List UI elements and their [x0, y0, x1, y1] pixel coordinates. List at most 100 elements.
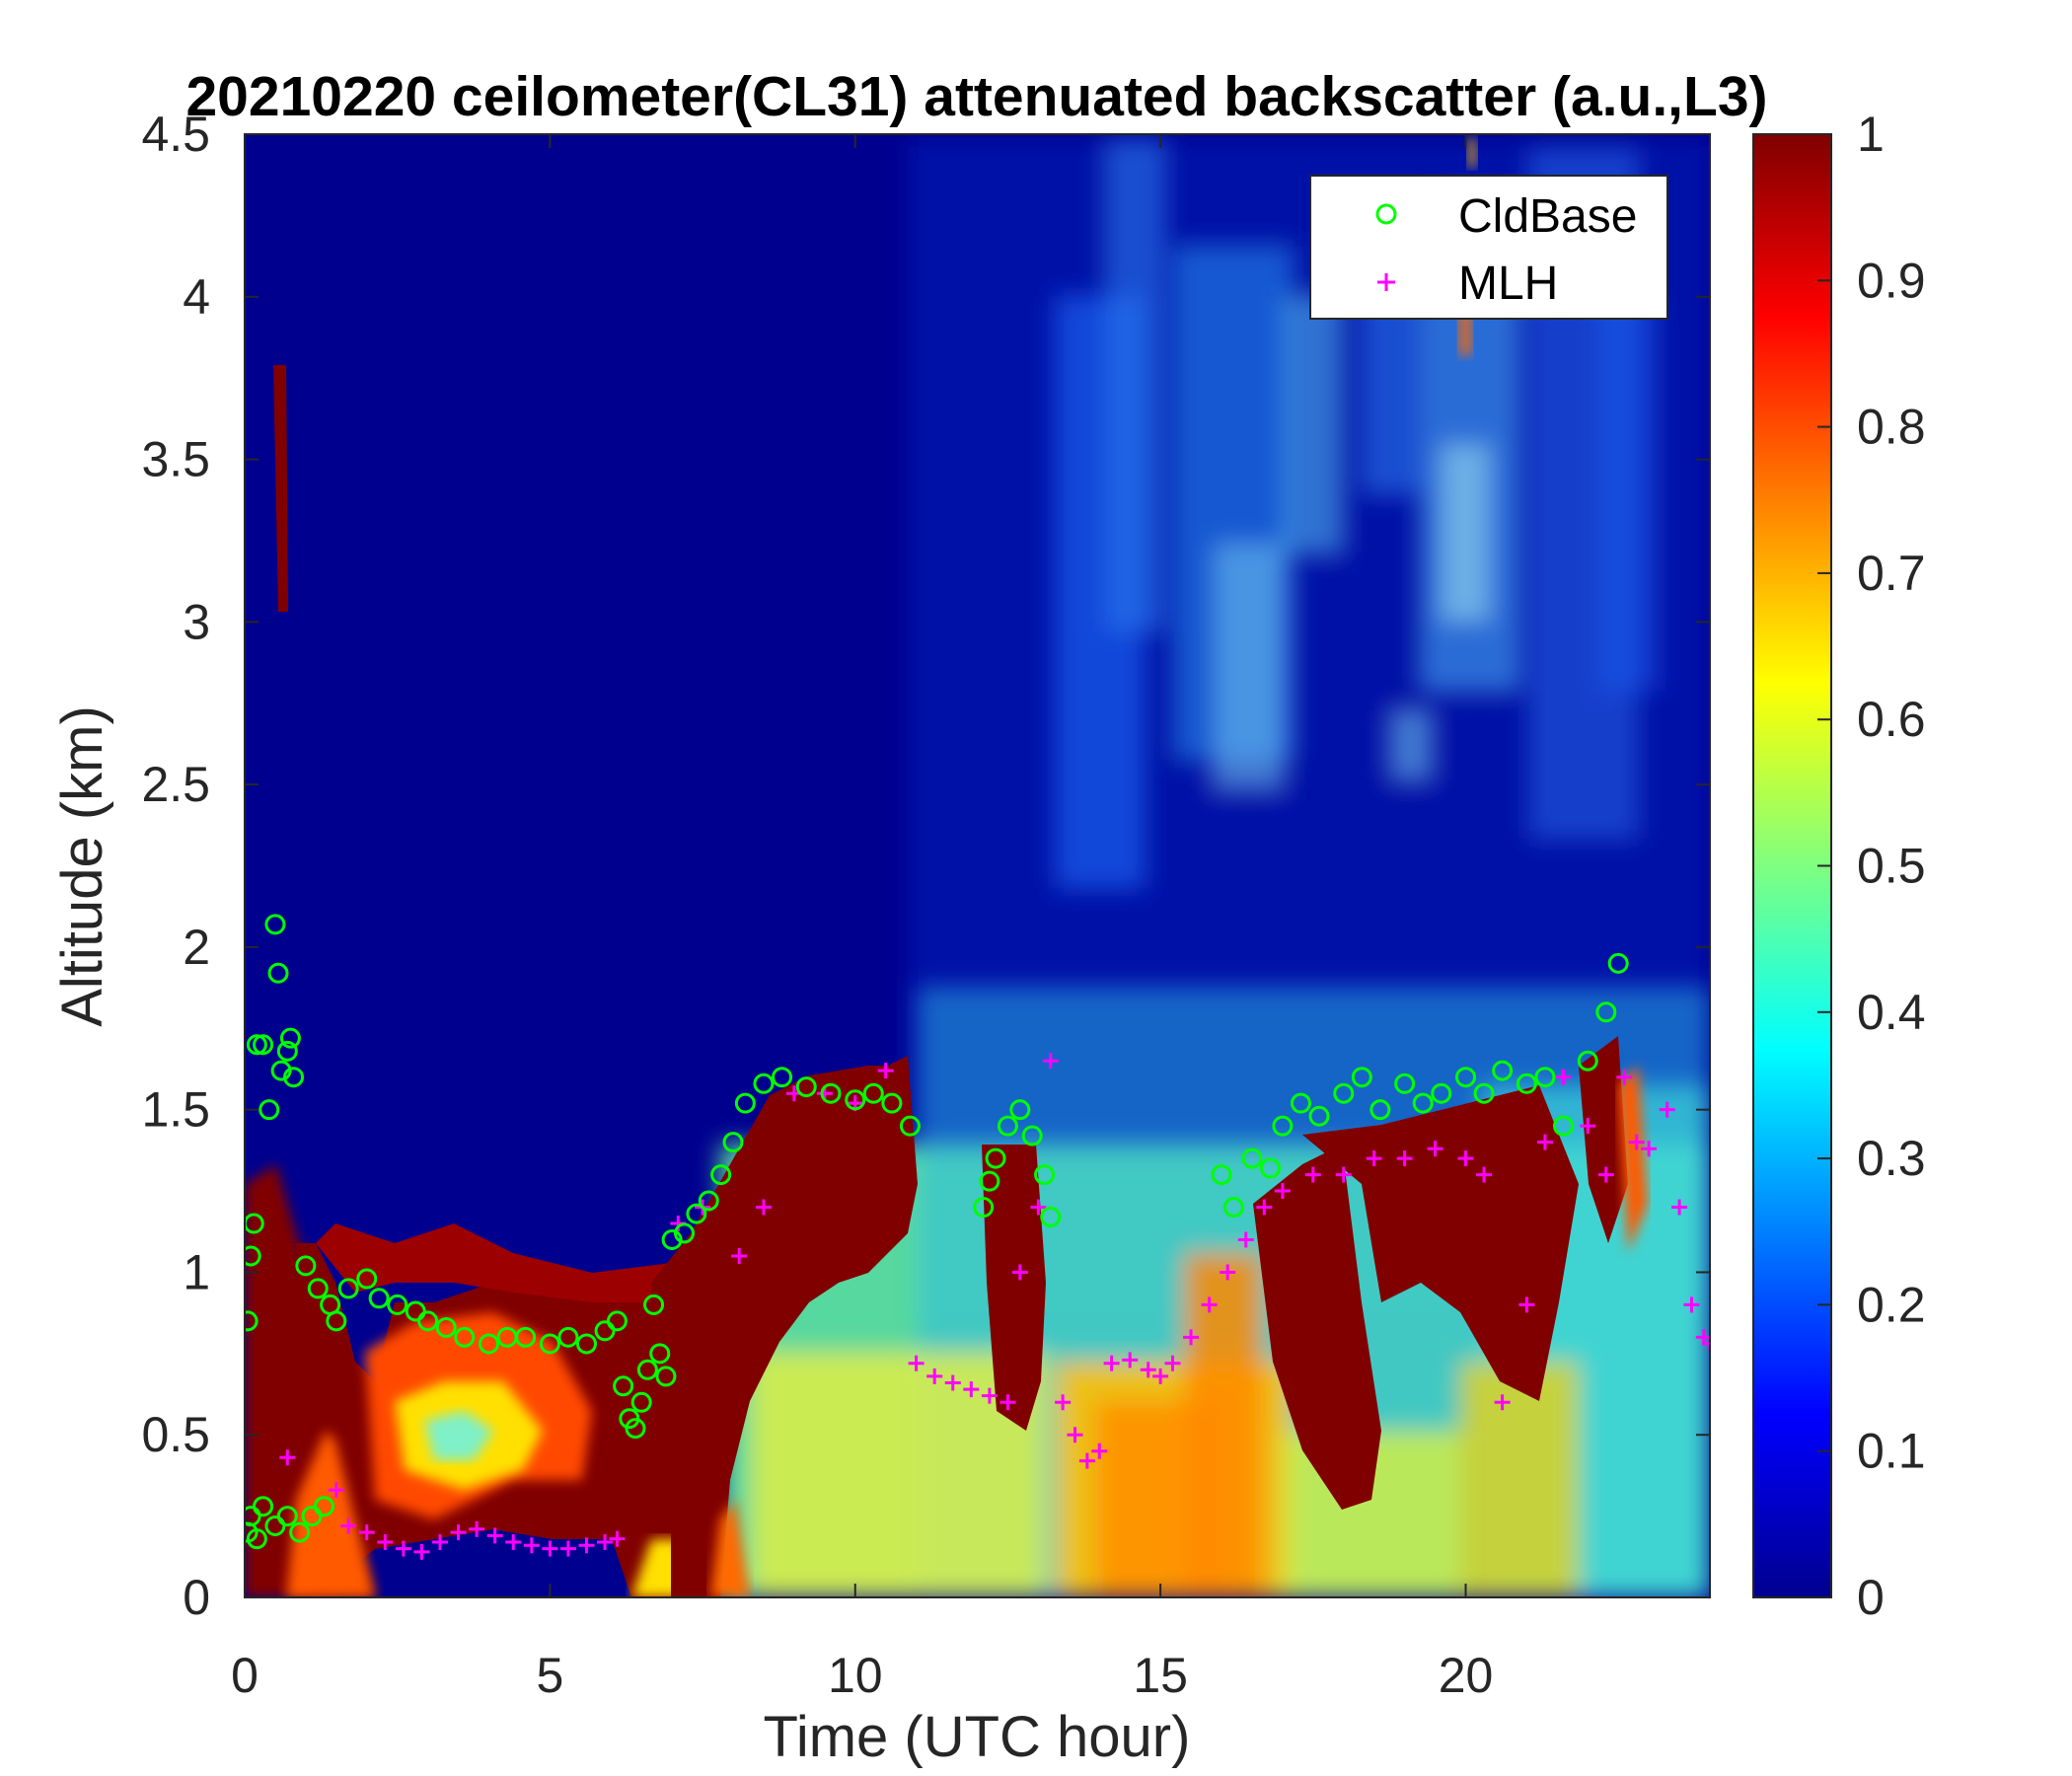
mlh-point: [1457, 1150, 1474, 1167]
cldbase-point: [283, 1067, 304, 1088]
mlh-point: [505, 1533, 522, 1550]
mlh-point: [1103, 1355, 1120, 1371]
mlh-point: [395, 1540, 411, 1557]
cldbase-point: [576, 1333, 597, 1355]
cldbase-point: [636, 1359, 658, 1380]
cldbase-point: [625, 1418, 646, 1440]
mlh-point: [340, 1517, 357, 1534]
cldbase-point: [899, 1115, 921, 1137]
mlh-point: [523, 1537, 540, 1554]
colorbar-tick-label: 0: [1857, 1570, 1885, 1625]
cldbase-point: [772, 1067, 792, 1088]
x-tick-label: 20: [1439, 1648, 1494, 1703]
y-tick-label: 4: [183, 269, 210, 325]
y-tick-label: 4.5: [141, 107, 210, 162]
mlh-point: [1518, 1296, 1535, 1313]
mlh-point: [1067, 1427, 1083, 1443]
mlh-point: [1030, 1199, 1047, 1216]
legend-cldbase-label: CldBase: [1458, 190, 1637, 243]
cldbase-point: [435, 1316, 457, 1338]
colorbar: 0 0.1 0.2 0.3 0.4 0.5 0.6 0.7 0.8 0.9 1: [1752, 107, 1926, 1625]
y-axis-label: Altitude (km): [50, 705, 114, 1027]
cldbase-point: [1577, 1050, 1598, 1072]
mlh-point: [597, 1533, 614, 1550]
mlh-point: [1555, 1069, 1572, 1085]
mlh-point: [328, 1482, 344, 1499]
cldbase-point: [270, 1060, 292, 1081]
cldbase-point: [539, 1333, 560, 1355]
cldbase-point: [820, 1082, 842, 1104]
x-tick-label: 10: [828, 1648, 883, 1703]
cldbase-point: [246, 1528, 267, 1550]
mlh-point: [1078, 1452, 1095, 1469]
cldbase-point: [1308, 1105, 1330, 1127]
y-tick-label: 0.5: [141, 1407, 210, 1462]
cldbase-point: [1260, 1157, 1281, 1179]
mlh-point: [377, 1533, 394, 1550]
mlh-point: [981, 1387, 998, 1404]
mlh-point: [1042, 1053, 1059, 1070]
y-tick-label: 3.5: [141, 432, 210, 487]
cldbase-point: [686, 1203, 707, 1224]
cldbase-point: [997, 1115, 1018, 1137]
colorbar-tick-label: 0.7: [1857, 546, 1926, 601]
cldbase-point: [515, 1326, 537, 1348]
cldbase-point: [1009, 1099, 1031, 1121]
cldbase-point: [267, 962, 289, 984]
cldbase-point: [674, 1222, 695, 1244]
mlh-point: [1616, 1069, 1633, 1085]
mlh-point: [1237, 1231, 1254, 1248]
cldbase-point: [1034, 1164, 1056, 1186]
cldbase-point: [368, 1288, 390, 1309]
mlh-point: [279, 1449, 296, 1466]
mlh-point: [1396, 1150, 1413, 1167]
cldbase-point: [326, 1310, 347, 1332]
colorbar-tick-label: 0.9: [1857, 253, 1926, 308]
mlh-point: [1628, 1134, 1645, 1150]
cldbase-point: [795, 1076, 817, 1098]
cldbase-point: [387, 1294, 408, 1315]
mlh-point: [413, 1543, 430, 1560]
mlh-point: [1597, 1166, 1614, 1183]
cldbase-point: [417, 1310, 439, 1332]
mlh-point: [1683, 1296, 1700, 1313]
mlh-point: [1536, 1134, 1553, 1150]
cldbase-point: [698, 1190, 719, 1212]
cldbase-point: [557, 1326, 579, 1348]
cldbase-point: [246, 1034, 267, 1056]
cldbase-point: [661, 1228, 683, 1250]
cldbase-point: [337, 1278, 359, 1299]
mlh-point: [578, 1537, 595, 1554]
legend-mlh-label: MLH: [1458, 258, 1558, 310]
colorbar-tick-label: 0.5: [1857, 839, 1926, 894]
colorbar-tick-label: 0.4: [1857, 985, 1926, 1040]
mlh-point: [1183, 1329, 1200, 1346]
colorbar-tick-label: 0.2: [1857, 1277, 1926, 1332]
mlh-point: [1494, 1394, 1511, 1411]
mlh-point: [1201, 1296, 1218, 1313]
cldbase-point: [649, 1343, 671, 1365]
colorbar-tick-label: 1: [1857, 107, 1885, 162]
cldbase-point: [1021, 1125, 1043, 1147]
cldbase-point: [245, 1310, 259, 1332]
y-tick-label: 2.5: [141, 757, 210, 812]
cldbase-point: [279, 1027, 301, 1049]
cldbase-point: [295, 1255, 317, 1277]
mlh-point: [1427, 1141, 1443, 1157]
mlh-point: [1256, 1199, 1273, 1216]
x-axis-label: Time (UTC hour): [764, 1705, 1191, 1769]
mlh-point: [1011, 1264, 1028, 1281]
cldbase-point: [613, 1375, 634, 1397]
mlh-point: [944, 1374, 961, 1391]
cldbase-point: [606, 1310, 628, 1332]
x-tick-label: 5: [536, 1648, 563, 1703]
cldbase-point: [253, 1034, 274, 1056]
cldbase-point: [1431, 1082, 1452, 1104]
mlh-point: [432, 1533, 448, 1550]
cldbase-point: [1595, 1001, 1617, 1023]
cldbase-point: [734, 1092, 756, 1114]
mlh-point: [999, 1394, 1016, 1411]
colorbar-ticks: 0 0.1 0.2 0.3 0.4 0.5 0.6 0.7 0.8 0.9 1: [1817, 107, 1926, 1625]
mlh-point: [542, 1540, 558, 1557]
